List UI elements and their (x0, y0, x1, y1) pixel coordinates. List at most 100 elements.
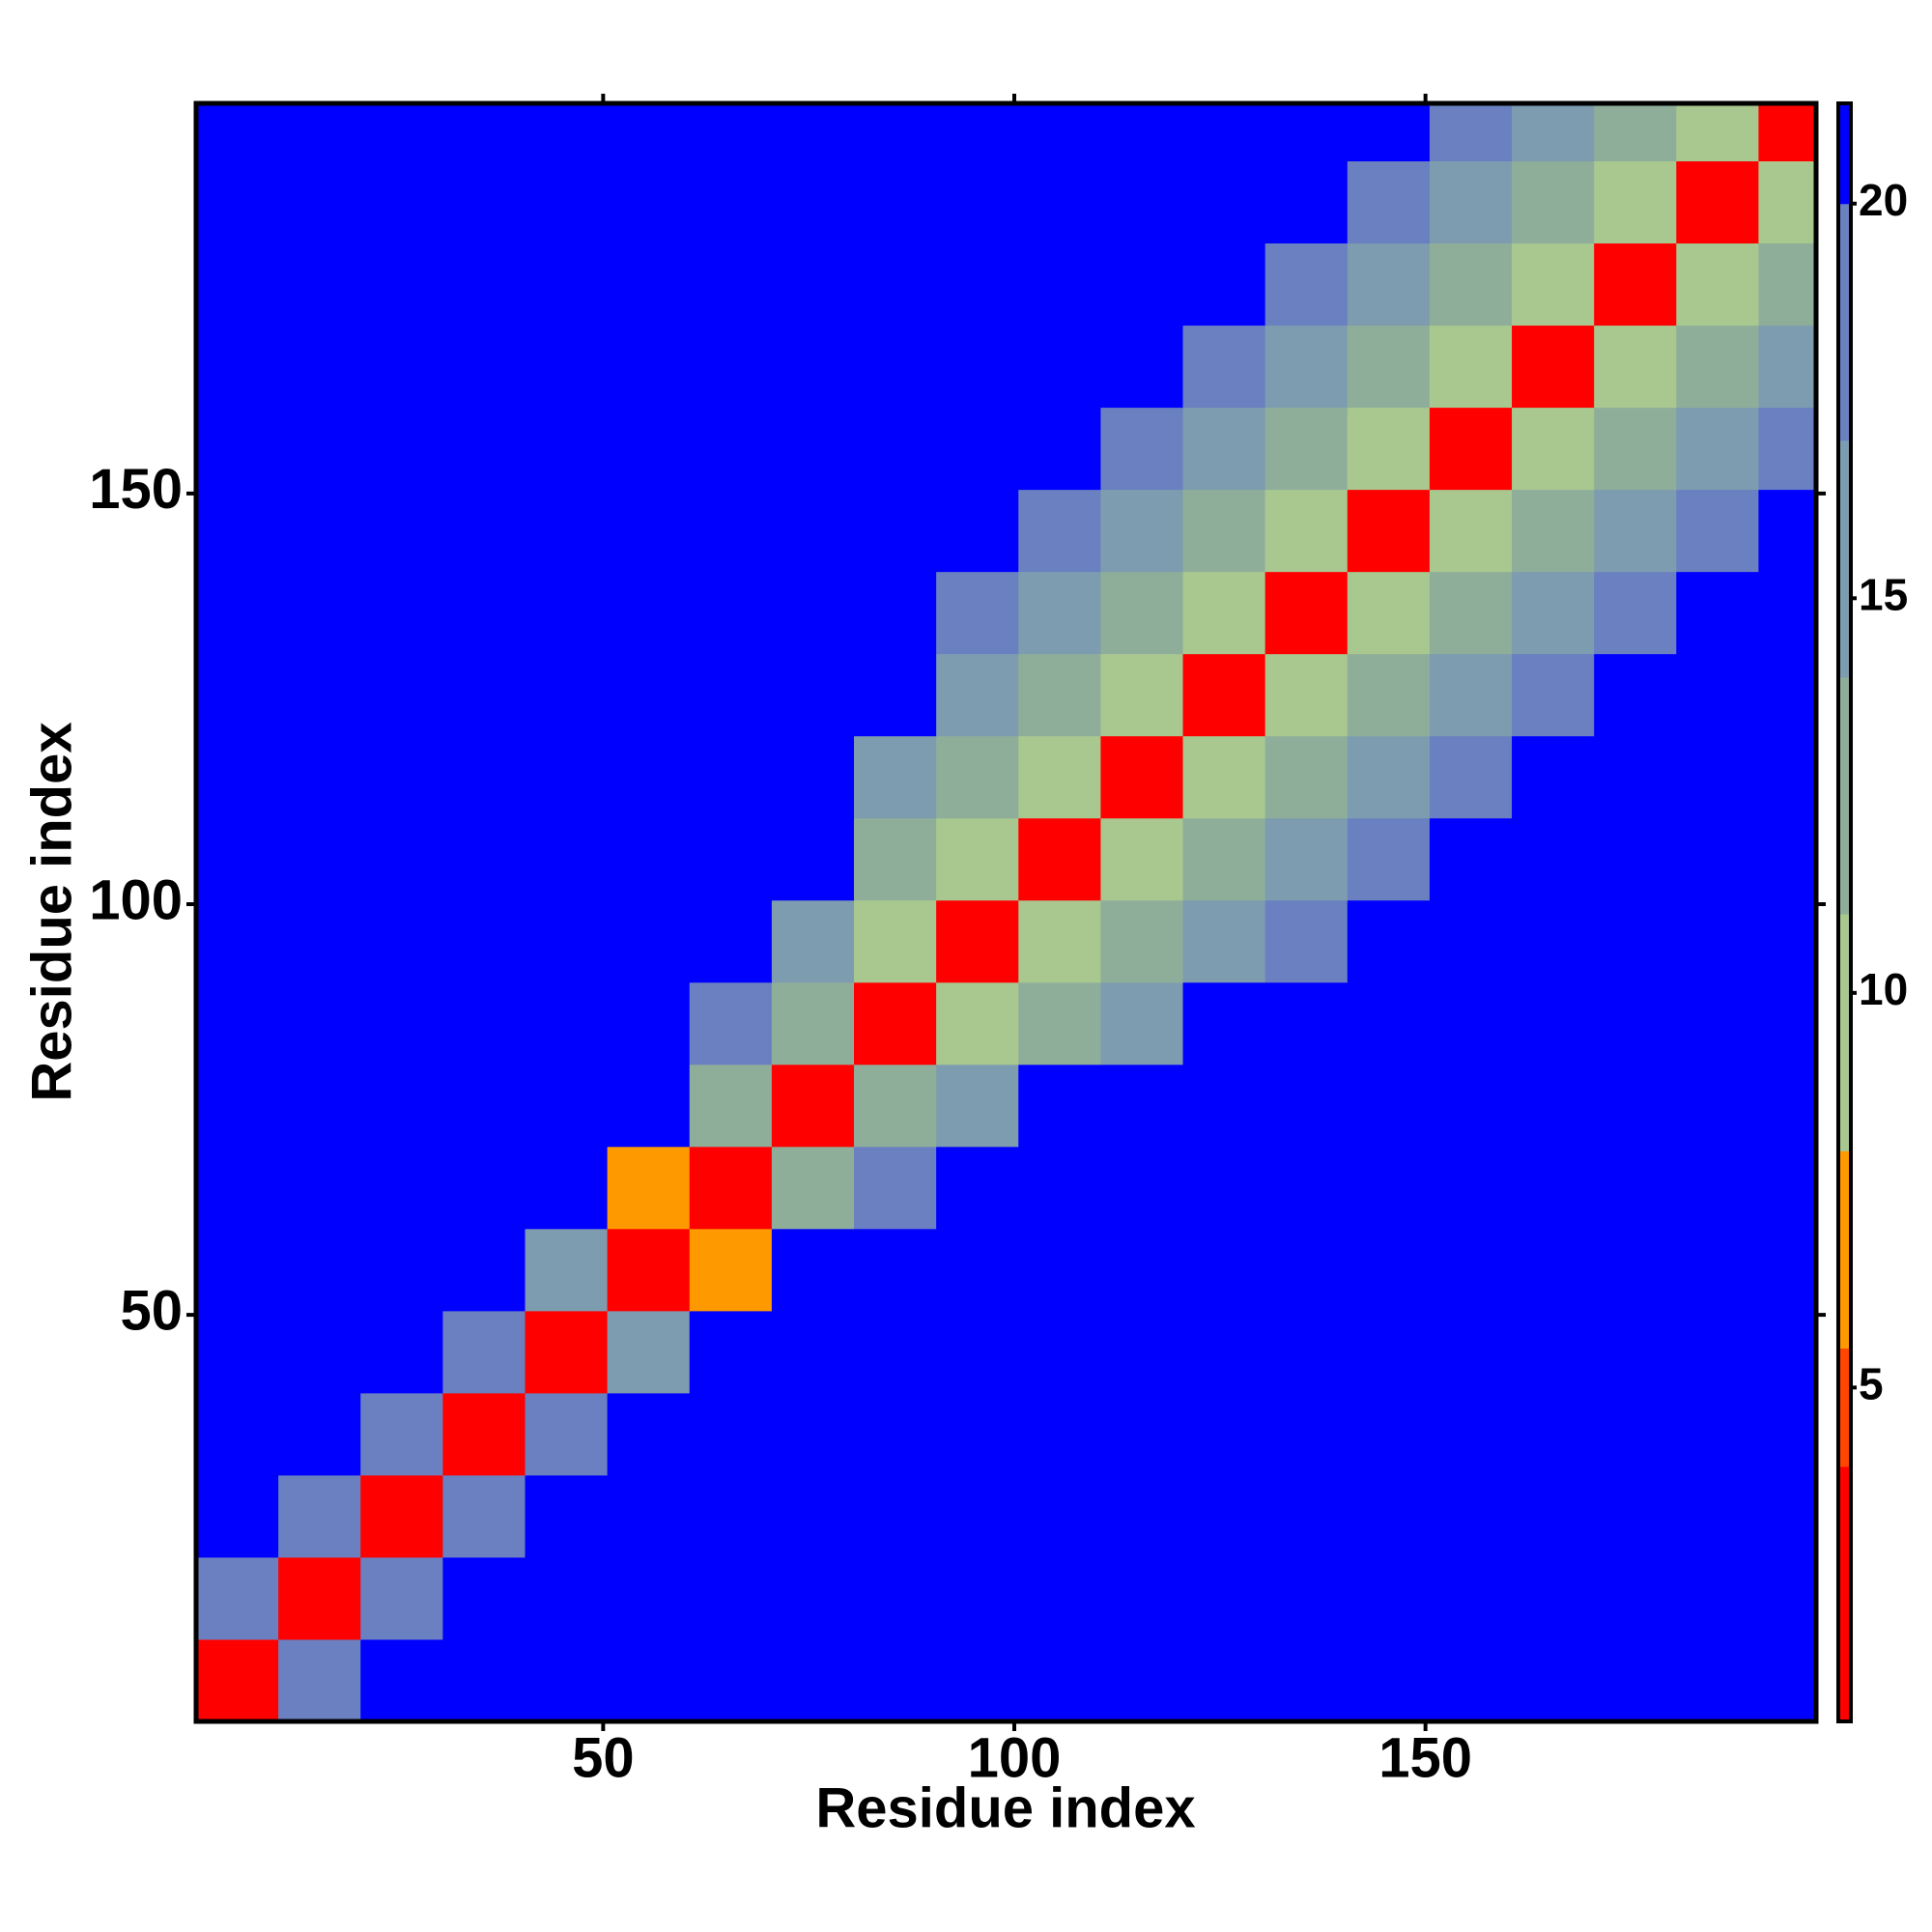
heatmap-cell (771, 407, 855, 491)
heatmap-cell (1429, 1064, 1513, 1148)
heatmap-cell (854, 653, 937, 737)
heatmap-cell (1676, 489, 1759, 573)
x-tick-label: 150 (1378, 1726, 1472, 1789)
heatmap-cell (854, 1146, 937, 1230)
heatmap-cell (771, 899, 855, 983)
heatmap-cell (689, 242, 773, 327)
colorbar-segment (1838, 1466, 1851, 1722)
heatmap-cell (442, 103, 526, 162)
heatmap-cell (525, 653, 609, 737)
heatmap-cell (1100, 325, 1184, 409)
heatmap-cell (1429, 325, 1513, 409)
heatmap-cell (1347, 653, 1431, 737)
heatmap-cell (1512, 1064, 1595, 1148)
heatmap-cell (689, 407, 773, 491)
heatmap-cell (360, 1228, 443, 1312)
heatmap-cell (1018, 817, 1101, 901)
heatmap-cell (360, 325, 443, 409)
heatmap-cell (1429, 103, 1513, 162)
heatmap-cell (1429, 899, 1513, 983)
heatmap-cell (442, 1556, 526, 1640)
heatmap-cell (442, 242, 526, 327)
heatmap-cell (1347, 981, 1431, 1065)
heatmap-cell (442, 407, 526, 491)
heatmap-cell (1429, 817, 1513, 901)
heatmap-cell (771, 1638, 855, 1722)
colorbar-frame (1836, 101, 1853, 1723)
colorbar-segment (1838, 1151, 1851, 1350)
heatmap-cell (1100, 1310, 1184, 1394)
heatmap-cell (607, 1392, 691, 1476)
heatmap-cell (1594, 1556, 1677, 1640)
heatmap-cell (1594, 1392, 1677, 1476)
heatmap-cell (607, 1064, 691, 1148)
heatmap-cell (1676, 571, 1759, 655)
heatmap-cell (689, 653, 773, 737)
heatmap-cell (525, 103, 609, 162)
heatmap-cell (689, 1310, 773, 1394)
heatmap-cell (525, 407, 609, 491)
heatmap-cell (1429, 653, 1513, 737)
heatmap-cell (689, 1392, 773, 1476)
heatmap-cell (442, 1146, 526, 1230)
heatmap-cell (442, 1474, 526, 1558)
heatmap-cell (1347, 1474, 1431, 1558)
heatmap-cell (771, 817, 855, 901)
heatmap-cell (360, 899, 443, 983)
heatmap-cell (771, 571, 855, 655)
heatmap-cell (1676, 1064, 1759, 1148)
heatmap-cell (607, 1146, 691, 1230)
heatmap-cell (1429, 1556, 1513, 1640)
colorbar-tick-label: 15 (1859, 569, 1908, 619)
heatmap-cell (1429, 160, 1513, 244)
heatmap-cell (1347, 103, 1431, 162)
heatmap-cell (1594, 1064, 1677, 1148)
heatmap-cell (196, 1392, 279, 1476)
heatmap-cell (1018, 489, 1101, 573)
heatmap-cell (1182, 1638, 1266, 1722)
heatmap-cell (607, 899, 691, 983)
heatmap-cell (1018, 1638, 1101, 1722)
heatmap-cell (936, 160, 1019, 244)
heatmap-cell (1182, 899, 1266, 983)
heatmap-cell (360, 160, 443, 244)
heatmap-cell (1429, 1638, 1513, 1722)
heatmap-cell (1512, 489, 1595, 573)
heatmap-cell (771, 325, 855, 409)
heatmap-cell (196, 103, 279, 162)
heatmap-cell (1676, 817, 1759, 901)
heatmap-cell (854, 1228, 937, 1312)
heatmap-cell (854, 571, 937, 655)
heatmap-cell (1347, 817, 1431, 901)
heatmap-cell (1347, 1146, 1431, 1230)
heatmap-cell (689, 1228, 773, 1312)
heatmap-cell (689, 735, 773, 819)
heatmap-cell (607, 407, 691, 491)
heatmap-cell (1182, 242, 1266, 327)
heatmap-cell (771, 103, 855, 162)
heatmap-cell (278, 489, 361, 573)
heatmap-cell (196, 735, 279, 819)
heatmap-cell (278, 735, 361, 819)
heatmap-cell (689, 1064, 773, 1148)
heatmap-cell (278, 160, 361, 244)
heatmap-cell (360, 1474, 443, 1558)
heatmap-cell (1676, 1228, 1759, 1312)
heatmap-cell (771, 653, 855, 737)
heatmap-cell (1512, 1474, 1595, 1558)
heatmap-cell (1100, 1064, 1184, 1148)
y-tick-label: 150 (89, 458, 183, 521)
heatmap-cell (442, 1310, 526, 1394)
heatmap-cell (771, 1228, 855, 1312)
heatmap-cell (771, 1064, 855, 1148)
heatmap-cell (196, 1556, 279, 1640)
heatmap-cell (1758, 1638, 1817, 1722)
heatmap-cell (1182, 735, 1266, 819)
heatmap-cell (854, 981, 937, 1065)
plot-frame (193, 100, 1819, 1724)
heatmap-cell (936, 653, 1019, 737)
heatmap-cell (1594, 1310, 1677, 1394)
heatmap-cell (278, 653, 361, 737)
heatmap-cell (1100, 1228, 1184, 1312)
heatmap-cell (525, 571, 609, 655)
